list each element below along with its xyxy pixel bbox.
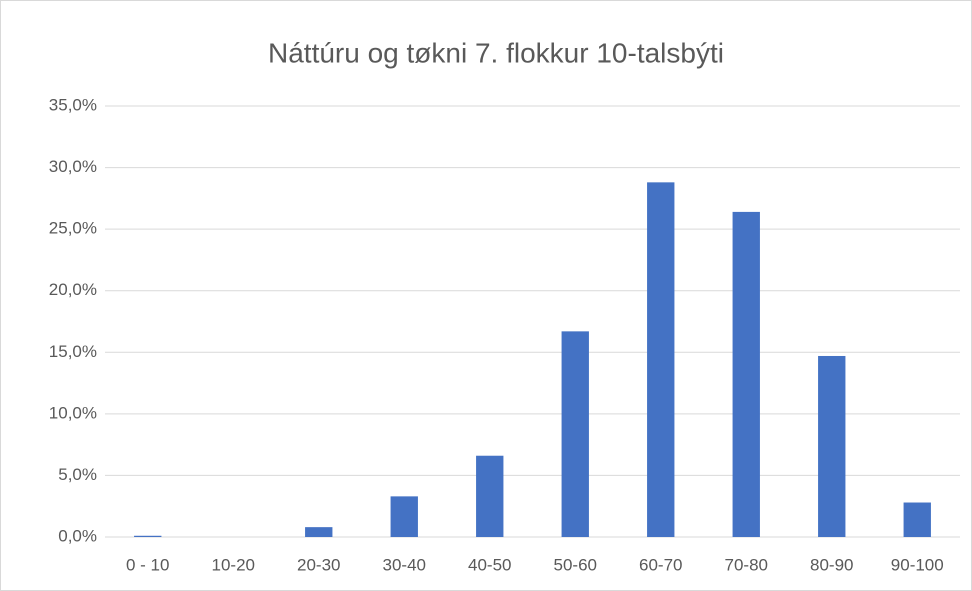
y-tick-label: 0,0% <box>58 526 97 545</box>
x-tick-label: 30-40 <box>383 555 426 574</box>
y-tick-label: 30,0% <box>49 157 97 176</box>
x-tick-label: 70-80 <box>725 555 768 574</box>
bar <box>476 455 504 537</box>
bar <box>305 527 333 537</box>
x-tick-label: 10-20 <box>212 555 255 574</box>
x-tick-label: 50-60 <box>554 555 597 574</box>
y-tick-label: 5,0% <box>58 465 97 484</box>
x-tick-label: 60-70 <box>639 555 682 574</box>
y-tick-label: 10,0% <box>49 403 97 422</box>
bar <box>818 355 846 537</box>
chart-title: Náttúru og tøkni 7. flokkur 10-talsbýti <box>268 37 724 68</box>
x-tick-label: 80-90 <box>810 555 853 574</box>
x-tick-label: 90-100 <box>891 555 944 574</box>
x-tick-label: 0 - 10 <box>126 555 169 574</box>
bar <box>732 211 760 537</box>
bar <box>903 502 931 537</box>
bar <box>390 496 418 537</box>
y-tick-label: 25,0% <box>49 219 97 238</box>
y-tick-label: 35,0% <box>49 95 97 114</box>
x-tick-label: 20-30 <box>297 555 340 574</box>
y-tick-label: 20,0% <box>49 280 97 299</box>
bar <box>561 331 589 537</box>
y-tick-label: 15,0% <box>49 342 97 361</box>
bar <box>647 182 675 537</box>
x-tick-label: 40-50 <box>468 555 511 574</box>
bar <box>134 535 162 537</box>
